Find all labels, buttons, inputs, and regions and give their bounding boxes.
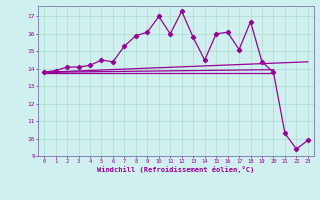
X-axis label: Windchill (Refroidissement éolien,°C): Windchill (Refroidissement éolien,°C) <box>97 166 255 173</box>
